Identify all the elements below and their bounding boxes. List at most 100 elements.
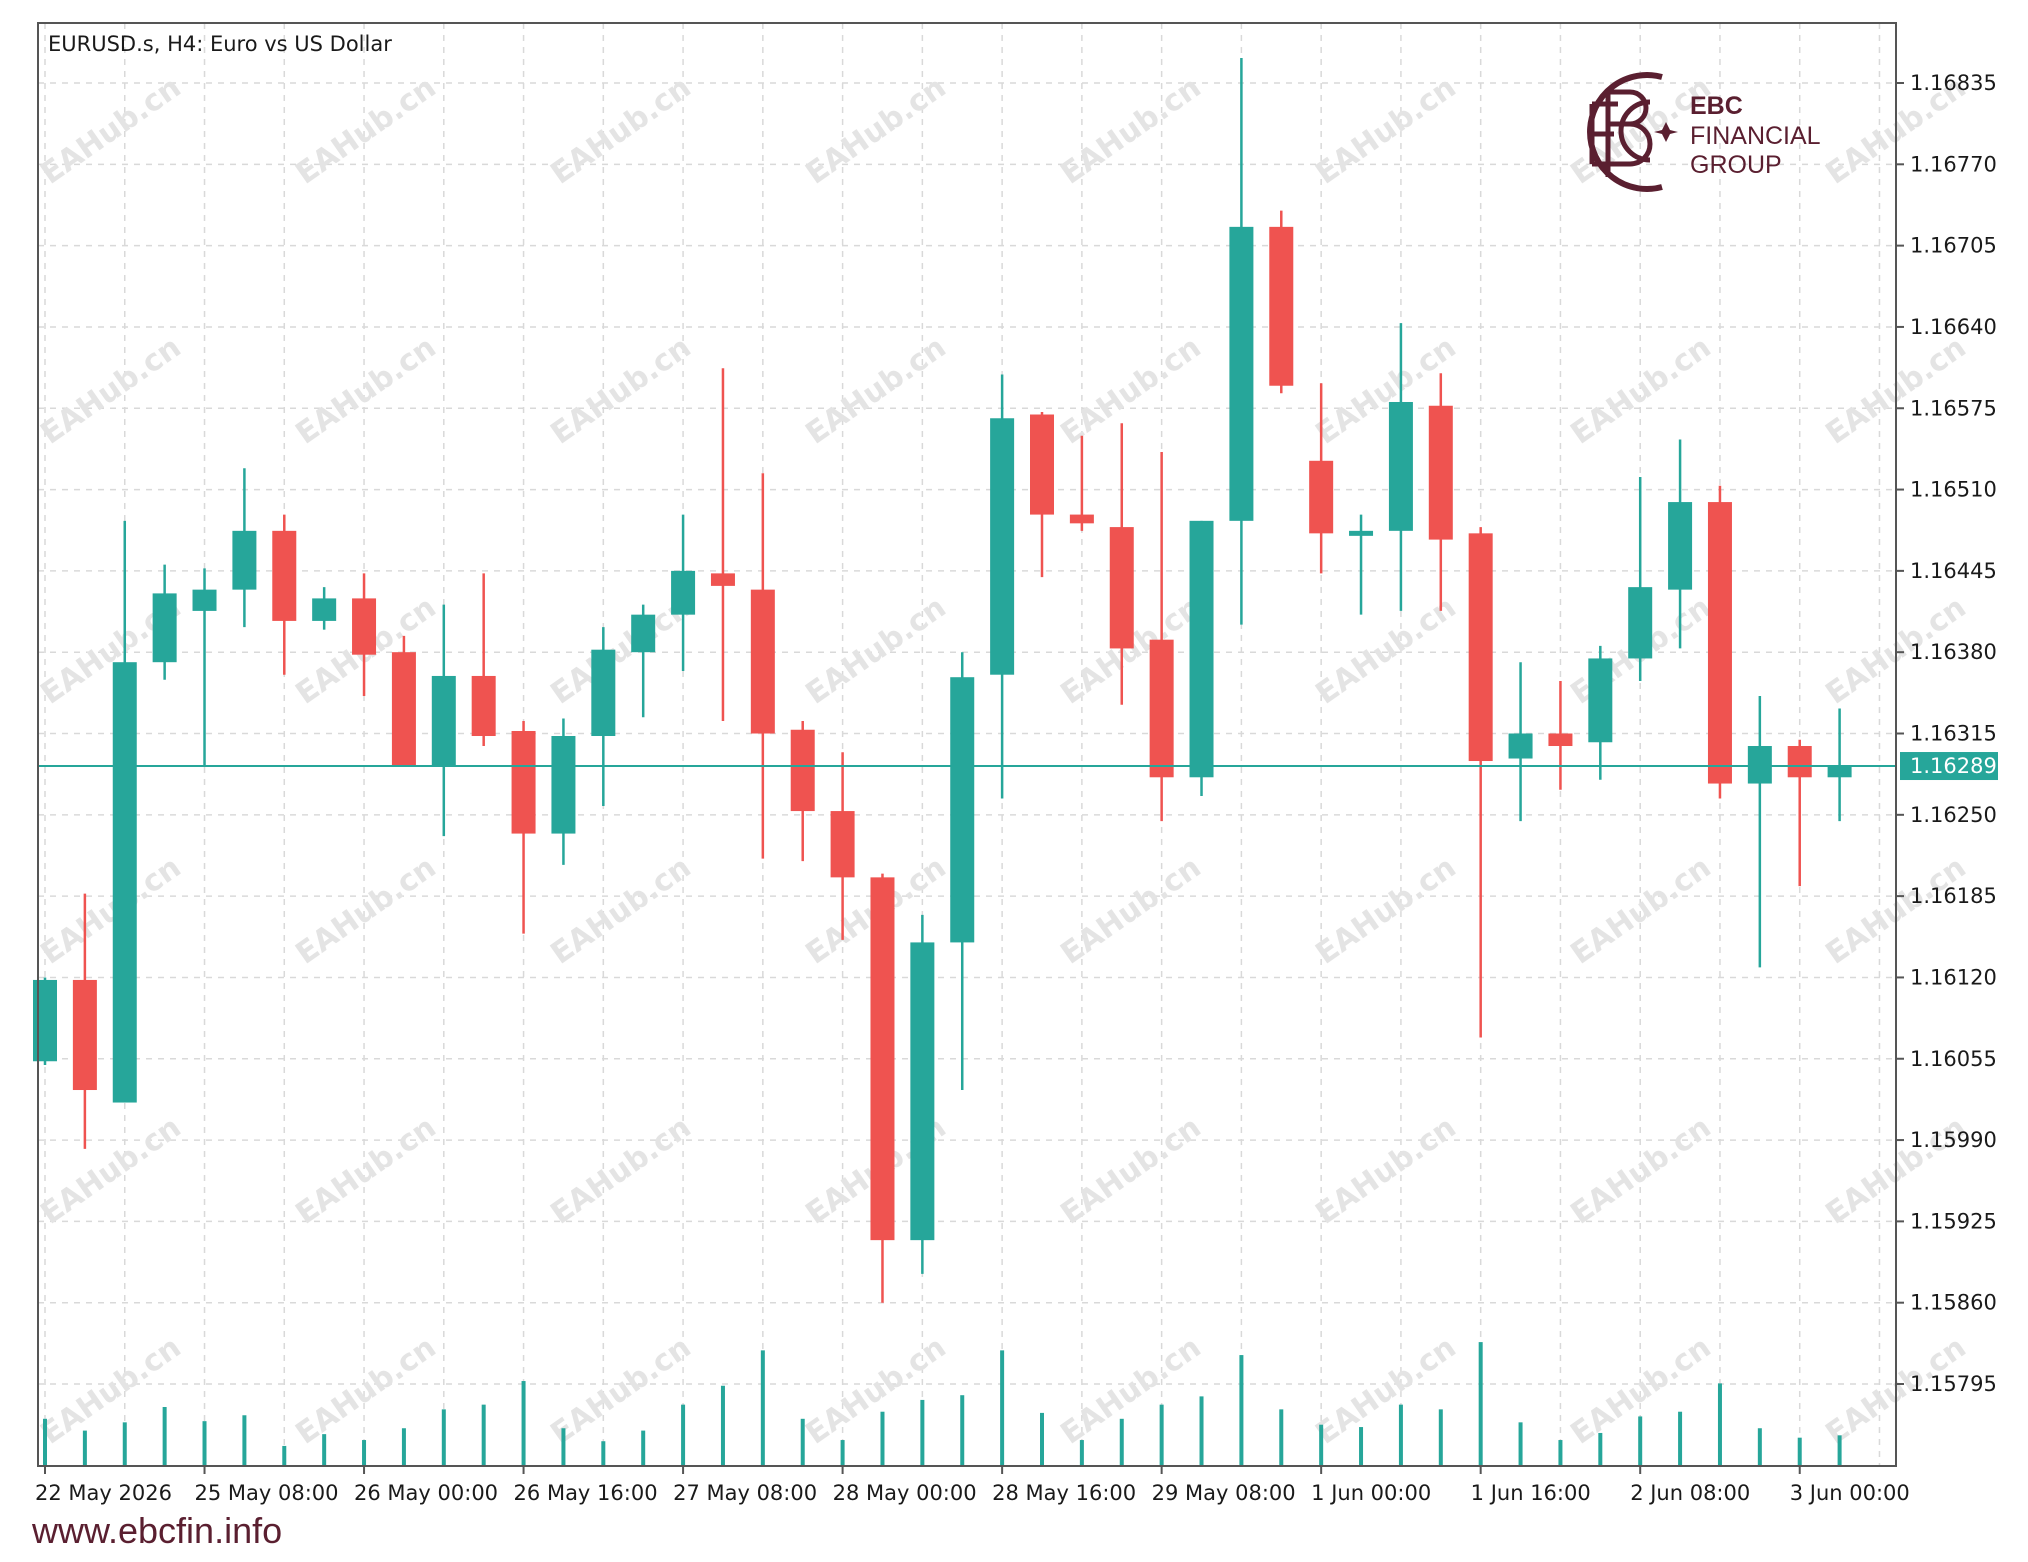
candle-bullish[interactable] — [1189, 520, 1214, 797]
x-tick-label: 25 May 08:00 — [195, 1481, 339, 1505]
candle-bearish[interactable] — [1269, 210, 1294, 394]
watermark-text: EAHub.cn — [545, 1330, 698, 1452]
candle-body — [631, 614, 656, 653]
candle-bullish[interactable] — [551, 718, 576, 865]
watermark-text: EAHub.cn — [1310, 1110, 1463, 1232]
candle-bullish[interactable] — [1628, 477, 1653, 681]
volume-bar — [1518, 1422, 1523, 1466]
candle-bullish[interactable] — [1388, 323, 1413, 611]
candle-bearish[interactable] — [1468, 527, 1493, 1038]
candle-bullish[interactable] — [1747, 695, 1772, 968]
volume-bar — [1199, 1396, 1204, 1466]
candle-bullish[interactable] — [431, 604, 456, 837]
candle-bullish[interactable] — [1229, 57, 1254, 625]
x-tick-label: 2 Jun 08:00 — [1630, 1481, 1750, 1505]
candle-bearish[interactable] — [830, 752, 855, 940]
candle-bullish[interactable] — [312, 587, 337, 630]
candle-bullish[interactable] — [192, 568, 217, 767]
volume-bar — [1558, 1440, 1563, 1466]
candle-bullish[interactable] — [1668, 439, 1693, 649]
volume-bar — [1717, 1383, 1722, 1466]
y-tick-label: 1.16640 — [1910, 315, 1997, 339]
candle-bullish[interactable] — [671, 514, 696, 671]
candle-bearish[interactable] — [272, 514, 297, 675]
candle-bullish[interactable] — [990, 374, 1015, 799]
candle-bearish[interactable] — [1149, 452, 1174, 822]
candle-bearish[interactable] — [391, 635, 416, 767]
candle-body — [671, 570, 696, 615]
candle-bearish[interactable] — [1548, 680, 1573, 790]
candle-bearish[interactable] — [1787, 739, 1812, 887]
candle-bullish[interactable] — [1827, 708, 1852, 822]
website-url[interactable]: www.ebcfin.info — [32, 1510, 283, 1551]
candle-body — [551, 736, 576, 834]
x-tick-label: 28 May 00:00 — [833, 1481, 977, 1505]
candle-bearish[interactable] — [1428, 373, 1453, 611]
volume-bar — [800, 1418, 805, 1466]
candle-bullish[interactable] — [910, 914, 935, 1274]
watermark-text: EAHub.cn — [290, 1110, 443, 1232]
x-tick-label: 28 May 16:00 — [992, 1481, 1136, 1505]
watermark-text: EAHub.cn — [545, 850, 698, 972]
brand-name-line1: EBC — [1690, 92, 1743, 120]
candle-bullish[interactable] — [232, 468, 257, 628]
candle-bullish[interactable] — [33, 977, 57, 1066]
y-tick-label: 1.15795 — [1910, 1372, 1997, 1396]
watermark-text: EAHub.cn — [800, 330, 953, 452]
candle-bullish[interactable] — [950, 652, 975, 1091]
candle-bullish[interactable] — [631, 604, 656, 718]
candle-bullish[interactable] — [591, 627, 616, 807]
x-tick-label: 1 Jun 00:00 — [1311, 1481, 1431, 1505]
candle-body — [591, 649, 616, 737]
candle-body — [1109, 527, 1134, 649]
x-tick-label: 26 May 16:00 — [514, 1481, 658, 1505]
watermark-text: EAHub.cn — [800, 590, 953, 712]
ebc-logo: EBC FINANCIAL GROUP — [1587, 72, 1821, 192]
candle-bearish[interactable] — [72, 893, 97, 1149]
candle-body — [1468, 533, 1493, 762]
candle-body — [312, 598, 337, 621]
watermark-text: EAHub.cn — [1055, 330, 1208, 452]
candle-bullish[interactable] — [1349, 514, 1374, 615]
candle-bullish[interactable] — [152, 564, 177, 680]
volume-bar — [1159, 1404, 1164, 1466]
volume-bar — [1438, 1409, 1443, 1466]
candle-bearish[interactable] — [870, 873, 895, 1303]
volume-bar — [1119, 1418, 1124, 1466]
candle-bearish[interactable] — [1109, 423, 1134, 705]
volume-bar — [601, 1441, 606, 1466]
candle-bullish[interactable] — [1508, 662, 1533, 822]
candle-body — [1827, 766, 1852, 778]
candle-bearish[interactable] — [1030, 412, 1054, 578]
brand-name-line2: FINANCIAL — [1690, 122, 1821, 150]
volume-bar — [1837, 1435, 1842, 1466]
candle-bearish[interactable] — [1309, 383, 1334, 574]
volume-bar — [1000, 1350, 1005, 1466]
watermark-text: EAHub.cn — [1565, 1110, 1718, 1232]
volume-bar — [1398, 1404, 1403, 1466]
y-tick-label: 1.16380 — [1910, 640, 1997, 664]
y-tick-label: 1.15860 — [1910, 1291, 1997, 1315]
volume-bar — [401, 1428, 406, 1466]
candle-body — [391, 652, 416, 767]
volume-bar — [840, 1440, 845, 1466]
candle-bearish[interactable] — [511, 720, 536, 934]
watermark-text: EAHub.cn — [35, 850, 188, 972]
candle-bullish[interactable] — [112, 520, 137, 1103]
candle-body — [990, 418, 1015, 675]
candle-body — [1309, 460, 1334, 534]
time-axis[interactable]: 22 May 2026 25 May 08:00 26 May 00:00 26 Ma… — [35, 1466, 1910, 1505]
candle-bearish[interactable] — [1069, 435, 1094, 531]
candle-bearish[interactable] — [790, 720, 815, 862]
candle-bullish[interactable] — [1588, 645, 1613, 780]
candle-bearish[interactable] — [1707, 485, 1732, 799]
watermark-text: EAHub.cn — [290, 70, 443, 192]
candle-bearish[interactable] — [352, 573, 377, 696]
watermark-text: EAHub.cn — [290, 330, 443, 452]
y-tick-label: 1.16055 — [1910, 1047, 1997, 1071]
price-axis[interactable]: 1.16835 1.16770 1.16705 1.16640 1.16575 1.165… — [1896, 71, 1998, 1396]
candle-bearish[interactable] — [750, 473, 775, 859]
candle-bearish[interactable] — [471, 573, 496, 747]
candle-bearish[interactable] — [710, 368, 735, 721]
